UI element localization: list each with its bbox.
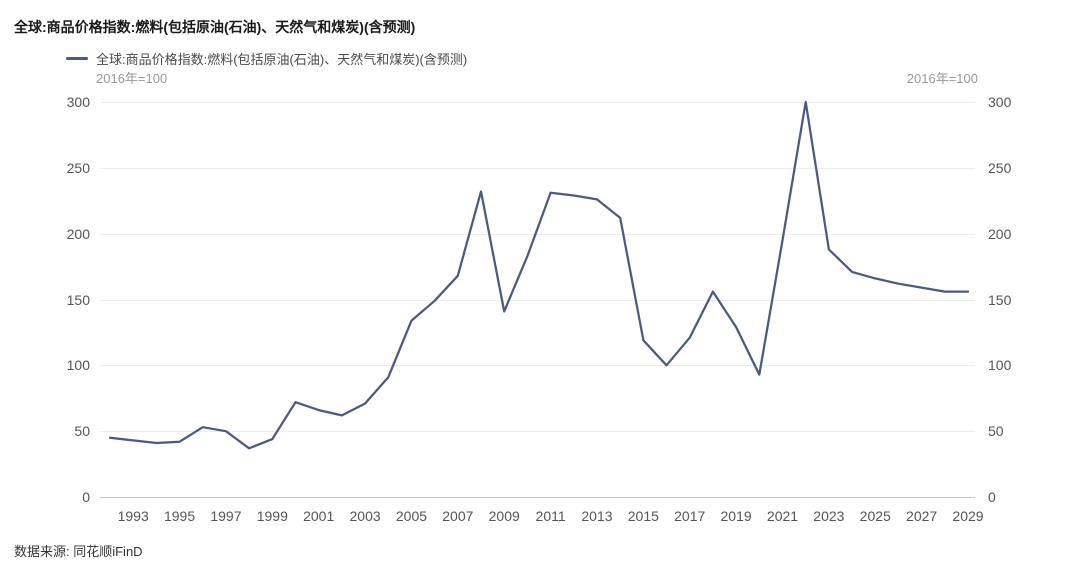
x-tick-label: 2011 <box>535 508 566 524</box>
x-tick-label: 1997 <box>210 508 242 524</box>
y-tick-label-right: 300 <box>988 94 1012 110</box>
y-tick-label-left: 100 <box>66 357 90 374</box>
y-tick-label-right: 150 <box>988 291 1012 308</box>
y-tick-label-right: 0 <box>988 489 996 505</box>
h-gridline <box>100 299 975 301</box>
x-axis-line <box>100 497 975 498</box>
x-tick-label: 2021 <box>766 508 799 524</box>
x-tick-label: 2019 <box>720 508 752 524</box>
legend: 全球:商品价格指数:燃料(包括原油(石油)、天然气和煤炭)(含预测) <box>66 49 467 67</box>
h-gridline <box>100 167 975 169</box>
y-tick-label-left: 150 <box>66 291 90 308</box>
y-tick-label-left: 300 <box>66 94 90 110</box>
h-gridline <box>100 431 975 433</box>
x-tick-label: 1995 <box>163 508 196 524</box>
data-source: 数据来源: 同花顺iFinD <box>14 544 143 559</box>
x-tick-label: 2029 <box>952 508 984 524</box>
x-tick-label: 2003 <box>349 508 381 524</box>
y-tick-label-right: 50 <box>988 423 1004 440</box>
y-tick-label-right: 250 <box>988 159 1012 176</box>
x-tick-label: 2009 <box>488 508 520 524</box>
x-tick-label: 2015 <box>627 508 659 524</box>
x-tick-label: 1993 <box>117 508 149 524</box>
h-gridline <box>100 233 975 235</box>
x-tick-label: 2027 <box>906 508 938 524</box>
legend-label: 全球:商品价格指数:燃料(包括原油(石油)、天然气和煤炭)(含预测) <box>96 51 468 67</box>
y-tick-label-right: 100 <box>988 357 1012 374</box>
x-tick-label: 2023 <box>813 508 845 524</box>
h-gridline <box>100 365 975 367</box>
x-tick-label: 1999 <box>256 508 288 524</box>
x-tick-label: 2001 <box>303 508 335 524</box>
h-gridline <box>100 102 975 103</box>
x-tick-label: 2007 <box>442 508 474 524</box>
y-tick-label-left: 50 <box>74 423 90 440</box>
legend-line-swatch-icon <box>66 56 88 60</box>
y-tick-label-left: 200 <box>66 225 90 242</box>
fuel-price-index-line <box>108 100 970 450</box>
y-tick-label-left: 250 <box>66 159 90 176</box>
y-tick-label-left: 0 <box>82 489 90 505</box>
x-tick-label: 2013 <box>581 508 613 524</box>
x-tick-label: 2025 <box>859 508 891 524</box>
unit-note-right: 2016年=100 <box>906 71 978 86</box>
x-tick-label: 2005 <box>395 508 428 524</box>
y-tick-label-right: 200 <box>988 225 1012 242</box>
unit-note-left: 2016年=100 <box>96 71 168 86</box>
x-tick-label: 2017 <box>674 508 706 524</box>
chart-title: 全球:商品价格指数:燃料(包括原油(石油)、天然气和煤炭)(含预测) <box>14 19 416 35</box>
